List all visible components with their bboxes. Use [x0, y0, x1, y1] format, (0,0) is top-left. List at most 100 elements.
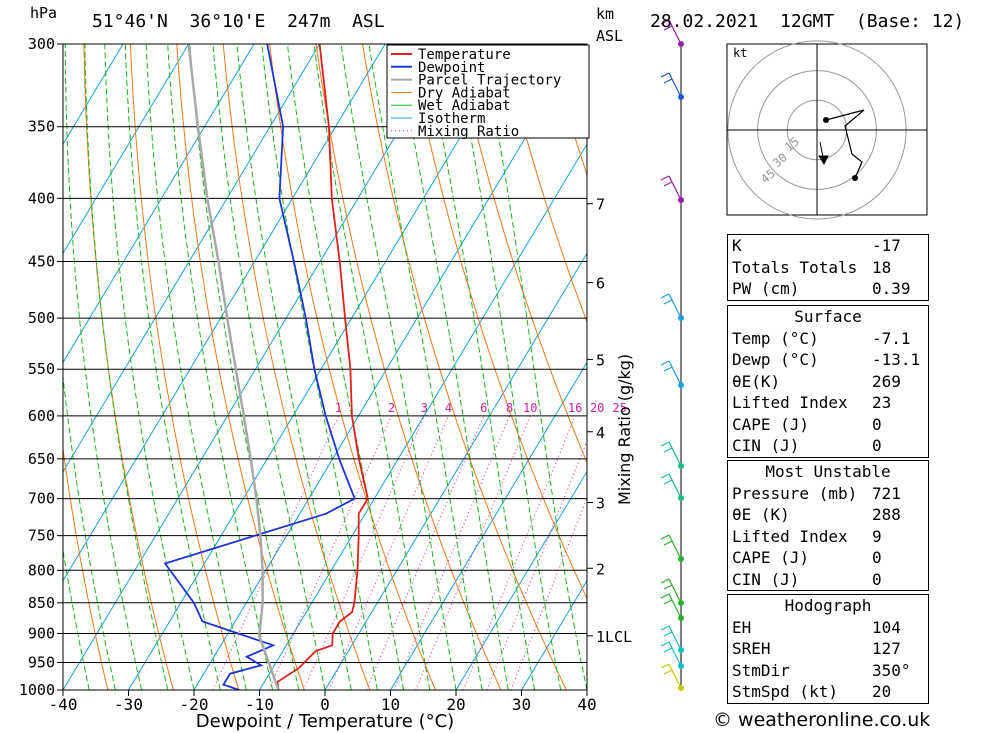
- dry-adiabat-line: [920, 44, 1000, 690]
- wind-barb: [660, 360, 682, 386]
- legend-entry: Temperature: [418, 47, 511, 63]
- hodograph-unit-label: kt: [733, 46, 747, 60]
- pressure-tick-label: 950: [28, 653, 55, 671]
- wind-barb: [660, 663, 682, 689]
- plot-area: [63, 44, 1000, 690]
- index-row: StmDir 350°: [728, 660, 928, 682]
- index-value: 23: [872, 393, 892, 412]
- legend-entry: Wet Adiabat: [418, 98, 511, 114]
- mixing-ratio-line: [268, 415, 392, 690]
- km-tick-label: 7: [596, 196, 605, 214]
- wind-barb: [660, 473, 682, 499]
- isotherm-line: [390, 361, 587, 690]
- km-tick-label: 2: [596, 560, 605, 578]
- dry-adiabat-line: [966, 44, 1000, 690]
- hodograph-start-dot: [823, 117, 829, 123]
- isotherm-line: [324, 252, 587, 690]
- mixing-ratio-line: [463, 415, 576, 690]
- index-label: EH: [732, 617, 752, 637]
- index-value: 350°: [872, 660, 911, 680]
- pressure-tick-label: 850: [28, 594, 55, 612]
- mixing-ratio-line: [328, 415, 449, 690]
- km-tick-label: 3: [596, 494, 605, 512]
- km-tick-label: 4: [596, 424, 605, 442]
- index-row: CAPE (J) 0: [728, 414, 928, 436]
- pressure-tick-label: 400: [28, 189, 55, 207]
- isotherm-line: [63, 44, 321, 473]
- copyright-link[interactable]: © weatheronline.co.uk: [713, 709, 931, 731]
- index-label: StmSpd (kt): [732, 682, 838, 701]
- km-tick-label: 6: [596, 275, 605, 293]
- mixing-ratio-label: 3: [421, 401, 428, 415]
- index-value: 9: [872, 526, 882, 546]
- dry-adiabat-line: [83, 44, 174, 690]
- index-value: 721: [872, 483, 901, 503]
- isotherm-line: [521, 579, 587, 690]
- indices-table-top: K -17 Totals Totals 18 PW (cm) 0.39: [727, 234, 929, 301]
- legend-entry: Dewpoint: [418, 60, 485, 76]
- isotherm-line: [63, 44, 386, 582]
- isotherm-line: [63, 44, 190, 255]
- wind-barb: [660, 641, 682, 667]
- legend-entry: Parcel Trajectory: [418, 73, 561, 89]
- temperature-tick-label: 40: [577, 695, 596, 714]
- x-axis-label: Dewpoint / Temperature (°C): [196, 711, 454, 732]
- index-label: θE(K): [732, 371, 781, 391]
- wind-barb: [660, 293, 682, 319]
- wind-barb: [660, 72, 682, 98]
- index-value: 0: [872, 548, 882, 567]
- index-label: CIN (J): [732, 436, 800, 455]
- index-value: 0: [872, 414, 882, 434]
- index-label: CAPE (J): [732, 414, 810, 434]
- mixing-ratio-line: [365, 415, 485, 690]
- index-row: θE(K) 269: [728, 371, 928, 393]
- index-row: CAPE (J) 0: [728, 547, 928, 569]
- index-row: StmSpd (kt) 20: [728, 681, 928, 703]
- wet-adiabat-line: [63, 372, 116, 690]
- legend-entry: Mixing Ratio: [418, 124, 519, 140]
- index-value: 104: [872, 617, 901, 637]
- mixing-ratio-label: 16: [568, 401, 582, 415]
- index-row: SREH 127: [728, 638, 928, 660]
- index-label: PW (cm): [732, 279, 800, 298]
- most-unstable-title: Most Unstable: [765, 462, 891, 481]
- temperature-tick-label: -10: [245, 695, 274, 714]
- index-label: θE (K): [732, 505, 790, 524]
- pressure-tick-label: 650: [28, 450, 55, 468]
- index-label: Totals Totals: [732, 257, 858, 277]
- index-row: PW (cm) 0.39: [728, 278, 928, 300]
- storm-motion-arrow: [818, 141, 829, 166]
- index-row: Dewp (°C) -13.1: [728, 349, 928, 371]
- indices-table-hodograph: Hodograph EH 104 SREH 127 StmDir 350° StmSpd (…: [727, 594, 929, 704]
- temperature-tick-label: -30: [114, 695, 143, 714]
- legend-entry: Isotherm: [418, 111, 485, 127]
- isotherm-line: [259, 143, 587, 690]
- index-row: K -17: [728, 235, 928, 257]
- wet-adiabat-line: [261, 44, 378, 690]
- index-label: Temp (°C): [732, 328, 819, 348]
- wet-adiabat-line: [453, 44, 562, 690]
- temperature-tick-label: 20: [446, 695, 465, 714]
- isotherm-line: [455, 470, 587, 690]
- isotherm-line: [63, 44, 255, 364]
- wind-barb: [660, 175, 682, 201]
- mixing-ratio-label: 1: [335, 401, 342, 415]
- km-tick-label: 1LCL: [596, 628, 632, 646]
- index-label: K: [732, 236, 742, 255]
- wet-adiabat-line: [63, 547, 90, 690]
- index-row: Temp (°C) -7.1: [728, 328, 928, 350]
- wind-barb: [660, 19, 682, 45]
- hodograph-trace: [825, 109, 865, 179]
- mixing-ratio-axis-label: Mixing Ratio (g/kg): [615, 354, 634, 505]
- pressure-tick-label: 300: [28, 35, 55, 53]
- pressure-tick-label: 550: [28, 360, 55, 378]
- index-row: Pressure (mb) 721: [728, 483, 928, 505]
- index-row: Lifted Index 9: [728, 526, 928, 548]
- index-row: Totals Totals 18: [728, 257, 928, 279]
- dry-adiabat-line: [362, 44, 567, 690]
- index-label: SREH: [732, 639, 771, 658]
- pressure-tick-label: 450: [28, 253, 55, 271]
- mixing-ratio-label: 20: [590, 401, 604, 415]
- temperature-tick-label: -20: [180, 695, 209, 714]
